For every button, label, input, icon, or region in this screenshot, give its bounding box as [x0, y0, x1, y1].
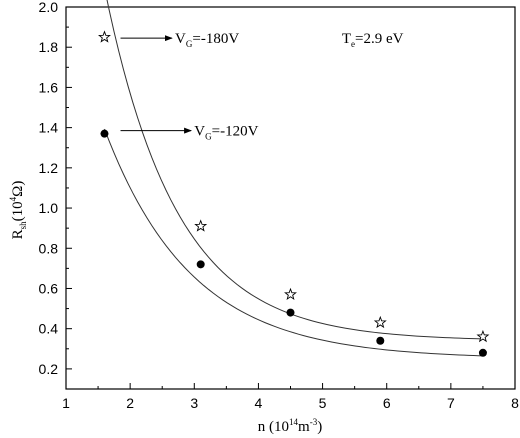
circle-point-3: [376, 336, 385, 345]
x-tick-label-5: 6: [383, 395, 391, 411]
annotations: VG=-180V VG=-120V Te=2.9 eV: [120, 31, 404, 142]
annotation-label-2: Te=2.9 eV: [342, 31, 404, 49]
y-tick-label-3: 0.8: [39, 240, 59, 256]
circle-point-0: [100, 129, 109, 138]
circle-point-4: [478, 348, 487, 357]
fit-curves: [104, 0, 483, 357]
star-point-3: [373, 315, 387, 329]
y-tick-label-8: 1.8: [39, 39, 59, 55]
star-point-0: [98, 30, 111, 43]
y-tick-label-2: 0.6: [39, 280, 59, 296]
y-tick-label-1: 0.4: [39, 321, 59, 337]
circle-point-1: [196, 260, 205, 269]
axis-ticks: 1 2 3 4 5 6 7 8 0.2 0.4 0.6 0.8 1.0 1.2 1.4 1.6 1.8 2.0: [39, 0, 520, 411]
x-tick-label-3: 4: [255, 395, 263, 411]
data-points: [98, 30, 490, 357]
x-tick-label-1: 2: [126, 395, 134, 411]
y-tick-label-4: 1.0: [39, 200, 59, 216]
star-point-1: [194, 219, 208, 232]
y-tick-label-5: 1.2: [39, 160, 59, 176]
star-point-2: [284, 287, 297, 300]
x-tick-label-7: 8: [511, 395, 519, 411]
x-tick-label-4: 5: [319, 395, 327, 411]
x-tick-label-6: 7: [447, 395, 455, 411]
y-axis-label: Rsh(104Ω): [8, 181, 28, 240]
y-tick-label-6: 1.4: [39, 120, 59, 136]
y-tick-label-7: 1.6: [39, 79, 59, 95]
fit-curve-0: [106, 0, 483, 340]
circle-point-2: [286, 308, 295, 317]
annotation-label-0: VG=-180V: [175, 31, 239, 49]
annotation-label-1: VG=-120V: [194, 124, 258, 142]
fit-curve-1: [104, 128, 483, 357]
x-tick-label-0: 1: [62, 395, 70, 411]
x-tick-label-2: 3: [190, 395, 198, 411]
y-tick-label-9: 2.0: [39, 0, 59, 15]
star-point-4: [476, 329, 490, 343]
y-tick-label-0: 0.2: [39, 361, 59, 377]
x-axis-label: n (1014m-3): [258, 417, 322, 435]
